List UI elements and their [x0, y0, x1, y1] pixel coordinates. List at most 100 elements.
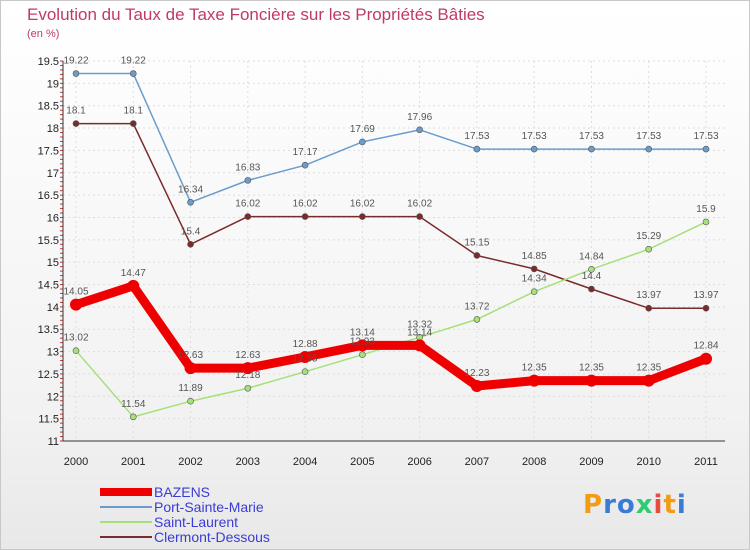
data-label: 13.72 — [464, 301, 489, 312]
data-point — [645, 245, 653, 253]
legend-label: Saint-Laurent — [154, 513, 239, 530]
legend-item: BAZENS — [100, 483, 270, 500]
data-point — [416, 126, 423, 134]
data-point — [530, 145, 538, 153]
data-point — [530, 265, 538, 273]
data-label: 19.22 — [63, 56, 88, 67]
y-tick-label: 19.5 — [38, 56, 59, 68]
data-label: 16.83 — [235, 162, 260, 173]
data-point — [528, 374, 541, 387]
data-label: 13.97 — [636, 290, 661, 301]
series-line-bazens — [71, 281, 711, 391]
data-label: 12.35 — [636, 363, 661, 374]
x-tick-label: 2010 — [636, 456, 660, 468]
y-tick-label: 17 — [47, 168, 59, 180]
legend-label: Clermont-Dessous — [154, 528, 270, 545]
data-point — [187, 198, 194, 206]
data-label: 14.05 — [63, 287, 88, 298]
data-point — [645, 304, 653, 312]
y-tick-label: 16 — [47, 212, 59, 224]
logo-letter: r — [603, 490, 617, 520]
legend-swatch — [100, 520, 152, 523]
data-label: 17.53 — [522, 131, 547, 142]
y-tick-label: 13.5 — [38, 324, 59, 336]
series-line-saint-laurent — [75, 221, 707, 418]
data-label: 12.35 — [579, 363, 604, 374]
data-point — [473, 316, 481, 323]
logo-letter: i — [653, 490, 664, 520]
data-point — [356, 339, 369, 352]
data-point — [301, 161, 309, 169]
legend-label: Port-Sainte-Marie — [154, 498, 264, 515]
data-point — [642, 374, 655, 387]
data-label: 17.96 — [407, 112, 432, 123]
data-point — [473, 252, 481, 259]
x-tick-label: 2002 — [178, 456, 202, 468]
data-label: 15.29 — [636, 231, 661, 242]
data-point — [359, 351, 366, 359]
data-point — [127, 279, 140, 292]
data-point — [244, 177, 252, 184]
x-tick-label: 2006 — [407, 456, 431, 468]
data-point — [700, 352, 712, 365]
data-point — [241, 362, 254, 375]
data-label: 13.97 — [693, 290, 718, 301]
y-tick-label: 17.5 — [38, 145, 59, 157]
data-point — [129, 70, 137, 77]
y-unit-label: (en %) — [27, 28, 60, 40]
data-label: 12.93 — [350, 337, 375, 348]
data-point — [72, 120, 80, 127]
data-point — [645, 145, 653, 153]
x-tick-label: 2000 — [64, 456, 88, 468]
data-point — [187, 397, 194, 405]
data-label: 17.53 — [579, 131, 604, 142]
y-tick-label: 14 — [47, 302, 59, 314]
y-tick-label: 13 — [47, 347, 59, 359]
logo-letter: o — [616, 490, 636, 520]
data-point — [129, 413, 137, 421]
data-point — [184, 362, 197, 375]
data-point — [588, 145, 595, 153]
data-point — [702, 145, 710, 153]
data-point — [359, 138, 366, 146]
data-point — [585, 374, 598, 387]
data-label: 16.02 — [407, 199, 432, 210]
legend-label: BAZENS — [154, 483, 211, 500]
data-point — [244, 213, 252, 220]
logo-letter: t — [663, 490, 677, 520]
data-point — [588, 285, 595, 293]
proxiti-logo: Proxiti — [583, 490, 687, 520]
data-label: 16.34 — [178, 184, 203, 195]
data-label: 14.34 — [522, 274, 547, 285]
data-label: 12.18 — [235, 370, 260, 381]
data-point — [301, 213, 309, 220]
legend-item: Port-Sainte-Marie — [100, 498, 270, 515]
legend-swatch — [100, 505, 152, 508]
data-label: 12.23 — [464, 368, 489, 379]
data-point — [301, 368, 309, 376]
data-label: 17.53 — [464, 131, 489, 142]
y-tick-label: 12.5 — [38, 369, 59, 381]
data-point — [72, 347, 80, 354]
legend-swatch — [100, 487, 152, 496]
data-label: 12.55 — [293, 354, 318, 365]
data-point — [702, 218, 710, 226]
legend: BAZENS Port-Sainte-Marie Saint-Laurent Cler… — [100, 483, 270, 545]
x-tick-label: 2005 — [350, 456, 374, 468]
y-tick-label: 16.5 — [38, 190, 59, 202]
y-tick-label: 12 — [47, 391, 59, 403]
data-label: 14.47 — [121, 268, 146, 279]
legend-swatch — [100, 535, 152, 538]
logo-letter: x — [635, 490, 654, 520]
y-tick-label: 15 — [47, 257, 59, 269]
data-label: 13.14 — [350, 327, 375, 338]
data-label: 14.4 — [582, 271, 602, 282]
data-label: 13.14 — [407, 327, 432, 338]
data-point — [359, 213, 366, 220]
data-point — [416, 213, 423, 220]
data-point — [72, 70, 80, 77]
data-label: 17.53 — [636, 131, 661, 142]
chart-title: Evolution du Taux de Taxe Foncière sur l… — [27, 5, 485, 24]
